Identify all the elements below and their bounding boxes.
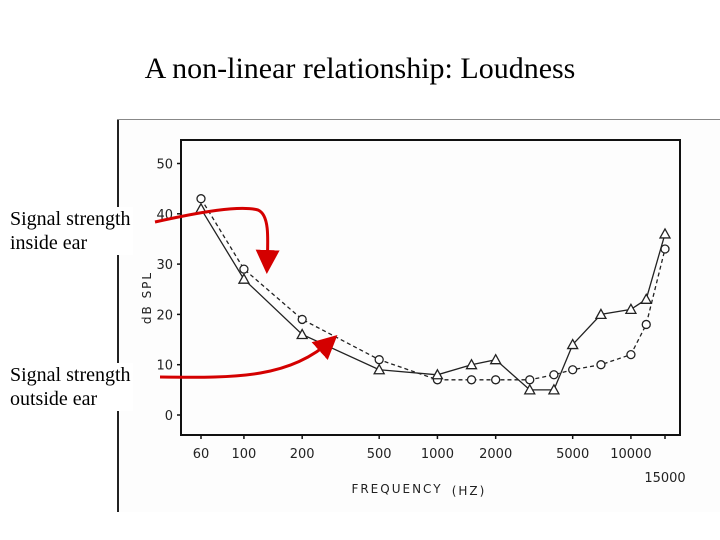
data-point-triangle	[658, 227, 672, 239]
y-axis-label: dB SPL	[140, 271, 154, 324]
y-tick-label: 40	[156, 208, 173, 223]
y-tick-label: 50	[156, 158, 173, 173]
x-axis-label: FREQUENCY	[351, 482, 442, 496]
data-point-circle	[297, 314, 307, 325]
data-point-circle	[626, 349, 636, 360]
annotation-outside-line2: outside ear	[10, 388, 98, 410]
x-tick-label: 10000	[610, 447, 651, 462]
figure-top-border	[117, 119, 720, 120]
x-tick-label: 15000	[644, 471, 685, 486]
data-point-triangle	[640, 292, 653, 304]
data-point-triangle	[624, 303, 638, 315]
x-tick-label: 100	[232, 447, 257, 462]
slide-title: A non-linear relationship: Loudness	[144, 52, 576, 85]
data-point-triangle	[465, 358, 478, 370]
data-point-triangle	[489, 353, 502, 365]
chart-figure: 0 10 20 30 40 50 60 100 200 500 1000 2000 5000 10000 1…	[117, 120, 720, 512]
data-point-circle	[239, 264, 249, 274]
data-point-circle	[641, 319, 651, 330]
data-point-circle	[596, 360, 606, 370]
data-point-circle	[491, 375, 501, 385]
x-tick-label: 200	[290, 447, 315, 462]
data-point-circle	[660, 244, 670, 254]
series-line-circle	[200, 198, 666, 381]
x-axis-unit: (HZ)	[452, 484, 487, 498]
data-point-triangle	[547, 383, 561, 395]
data-point-circle	[196, 194, 206, 204]
x-tick-label: 2000	[479, 447, 512, 462]
figure-left-border	[117, 120, 119, 512]
x-tick-label: 1000	[421, 447, 454, 462]
plot-frame	[180, 139, 681, 436]
annotation-inside-line2: inside ear	[10, 232, 88, 254]
x-tick-label: 500	[367, 447, 392, 462]
data-point-circle	[525, 375, 535, 385]
x-tick-label: 5000	[556, 447, 589, 462]
data-point-triangle	[237, 272, 251, 284]
data-point-circle	[374, 355, 384, 365]
x-tick-label: 60	[193, 447, 210, 462]
data-point-circle	[466, 375, 477, 385]
series-line-triangle	[200, 208, 666, 391]
y-tick-label: 0	[165, 409, 173, 424]
y-tick-label: 10	[156, 359, 173, 374]
data-point-triangle	[594, 308, 608, 320]
data-point-triangle	[431, 368, 444, 380]
y-tick-label: 30	[156, 258, 173, 273]
annotation-inside-ear: Signal strength inside ear	[10, 207, 133, 255]
loudness-chart: 0 10 20 30 40 50 60 100 200 500 1000 2000 5000 10000 1…	[140, 139, 686, 498]
annotation-outside-line1: Signal strength	[10, 364, 131, 386]
data-point-triangle	[373, 363, 386, 375]
data-point-circle	[549, 370, 559, 380]
annotation-inside-line1: Signal strength	[10, 208, 131, 230]
data-point-triangle	[523, 383, 536, 395]
y-tick-label: 20	[156, 308, 173, 323]
data-point-triangle	[566, 338, 579, 350]
data-point-circle	[568, 365, 578, 375]
annotation-outside-ear: Signal strength outside ear	[10, 363, 133, 411]
